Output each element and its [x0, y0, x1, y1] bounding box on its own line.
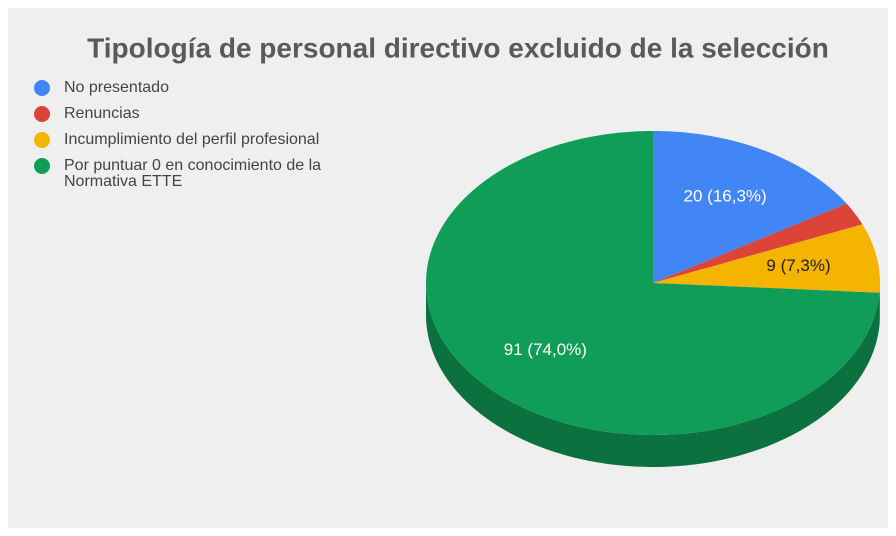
- data-label: 91 (74,0%): [504, 340, 587, 359]
- legend-label: Renuncias: [64, 105, 140, 122]
- legend: No presentado Renuncias Incumplimiento del…: [34, 80, 356, 200]
- legend-swatch: [34, 132, 50, 148]
- data-label: 9 (7,3%): [766, 256, 830, 275]
- legend-swatch: [34, 106, 50, 122]
- legend-item: Incumplimiento del perfil profesional: [34, 132, 356, 148]
- chart-title: Tipología de personal directivo excluido…: [87, 32, 829, 63]
- legend-swatch: [34, 80, 50, 96]
- legend-item: No presentado: [34, 80, 356, 96]
- pie-side: [426, 283, 880, 467]
- pie-slice: [653, 131, 847, 283]
- legend-item: Renuncias: [34, 106, 356, 122]
- legend-item: Por puntuar 0 en conocimiento de la Norm…: [34, 158, 356, 190]
- pie-slice: [653, 224, 880, 293]
- pie-slice: [426, 131, 880, 435]
- legend-label: No presentado: [64, 79, 169, 96]
- pie-slice: [653, 203, 863, 283]
- legend-label: Por puntuar 0 en conocimiento de la Norm…: [64, 157, 322, 190]
- legend-label: Incumplimiento del perfil profesional: [64, 131, 320, 148]
- data-label: 20 (16,3%): [684, 186, 767, 205]
- legend-swatch: [34, 158, 50, 174]
